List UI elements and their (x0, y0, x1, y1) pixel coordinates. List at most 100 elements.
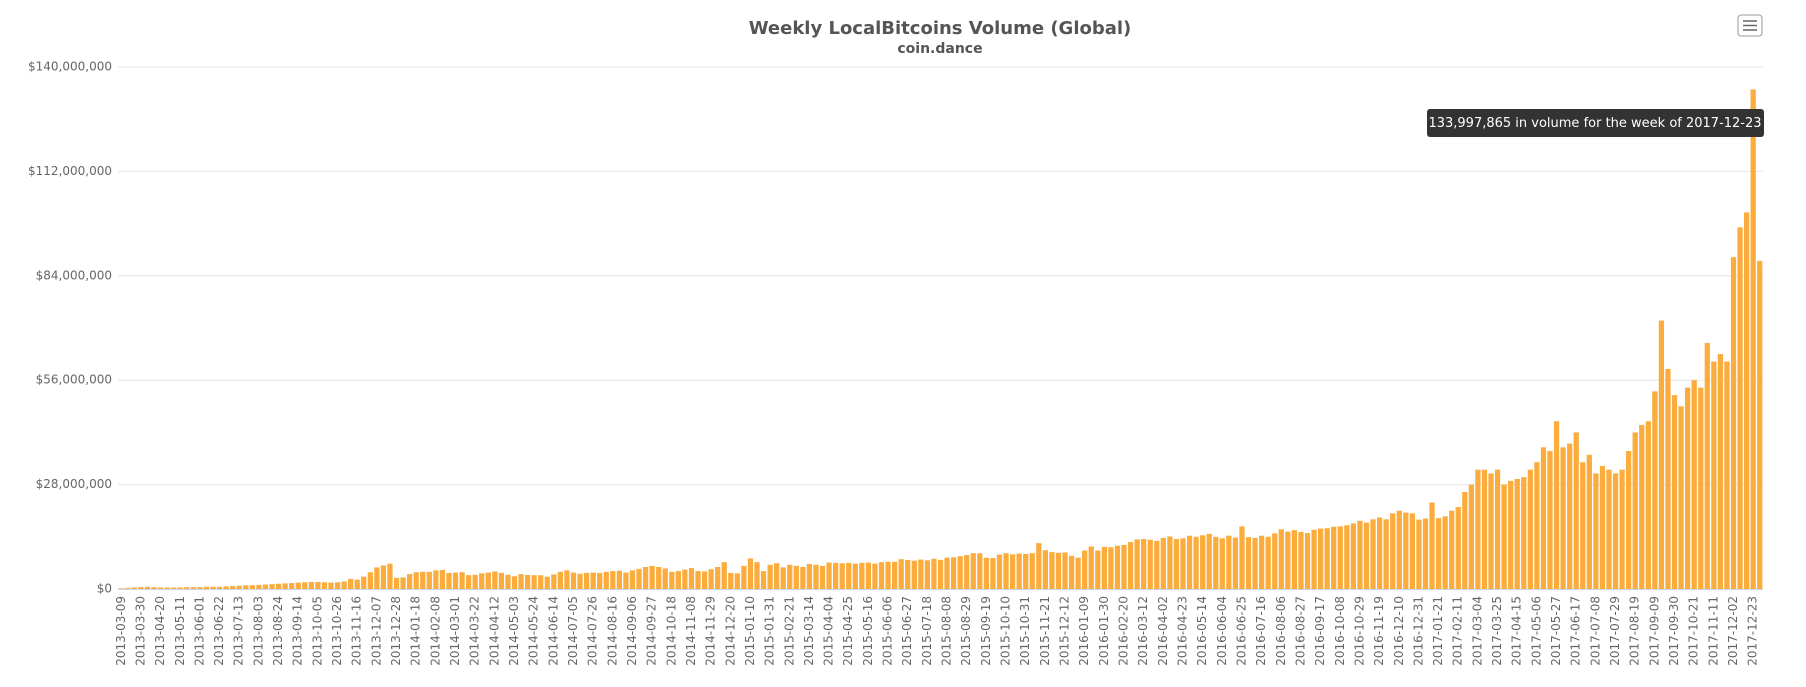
bar (1586, 454, 1592, 589)
bar (1704, 342, 1710, 589)
bar (1383, 519, 1389, 589)
x-tick-label: 2016-01-30 (1097, 596, 1111, 666)
bar (1049, 552, 1055, 589)
bar (531, 575, 537, 589)
bar (459, 572, 465, 589)
x-tick-label: 2013-03-09 (114, 596, 128, 666)
bar (1449, 510, 1455, 589)
x-tick-label: 2013-11-16 (350, 596, 364, 666)
x-tick-label: 2013-04-20 (153, 596, 167, 666)
bar (1527, 469, 1533, 589)
x-tick-label: 2017-12-23 (1746, 596, 1760, 666)
bar (354, 579, 360, 589)
bar (1252, 537, 1258, 589)
bar (1331, 526, 1337, 589)
bar (1055, 552, 1062, 589)
bar (1245, 537, 1252, 589)
bar (492, 571, 498, 589)
bar (642, 567, 649, 589)
bar (1029, 553, 1035, 589)
y-tick-label: $140,000,000 (28, 60, 112, 74)
bar (1475, 469, 1481, 589)
bar (1127, 542, 1134, 589)
bar (171, 587, 177, 589)
bar (1193, 536, 1199, 589)
bar (275, 583, 282, 589)
x-tick-label: 2014-08-16 (605, 596, 619, 666)
bar (433, 570, 439, 589)
x-tick-label: 2013-08-24 (271, 596, 285, 666)
x-tick-label: 2015-05-16 (861, 596, 875, 666)
bar (603, 571, 609, 589)
x-tick-label: 2015-07-18 (920, 596, 934, 666)
x-tick-label: 2013-06-22 (212, 596, 226, 666)
x-tick-label: 2014-12-20 (723, 596, 737, 666)
bar (1344, 525, 1350, 589)
bar (302, 582, 308, 589)
bar (1370, 519, 1376, 589)
x-tick-label: 2014-01-18 (409, 596, 423, 666)
x-tick-label: 2013-05-11 (173, 596, 187, 666)
bar (656, 567, 662, 589)
bar (1206, 533, 1212, 589)
bar (1639, 424, 1645, 589)
y-tick-label: $112,000,000 (28, 164, 112, 178)
bar (380, 565, 387, 589)
bar (1114, 545, 1121, 589)
x-tick-label: 2016-08-06 (1274, 596, 1288, 666)
bar (374, 567, 380, 589)
bar (715, 567, 721, 589)
bar (1180, 538, 1186, 589)
bar (1095, 550, 1101, 589)
bar (911, 560, 917, 589)
x-tick-label: 2014-11-29 (704, 596, 718, 666)
bar (1521, 477, 1527, 589)
bar (144, 586, 151, 589)
bar (1658, 320, 1665, 589)
x-tick-label: 2014-02-08 (428, 596, 442, 666)
bar (1606, 469, 1612, 589)
bar (387, 563, 393, 589)
bar (1560, 447, 1566, 589)
bar (629, 570, 636, 589)
bar (511, 576, 518, 589)
tooltip: 133,997,865 in volume for the week of 20… (1427, 109, 1764, 137)
bar (1304, 533, 1311, 589)
x-tick-label: 2017-09-30 (1667, 596, 1681, 666)
bar (472, 574, 478, 589)
bar (256, 584, 262, 589)
x-tick-label: 2017-03-25 (1490, 596, 1504, 666)
bar (688, 568, 695, 589)
bar (1167, 536, 1173, 589)
bar (977, 553, 983, 589)
bar (1376, 517, 1383, 589)
bar (308, 581, 314, 589)
bar (950, 557, 957, 589)
x-tick-label: 2016-02-20 (1117, 596, 1131, 666)
menu-button[interactable] (1737, 14, 1763, 37)
bar (1455, 506, 1461, 589)
x-tick-label: 2017-07-08 (1588, 596, 1602, 666)
bar (1088, 546, 1094, 589)
x-tick-label: 2017-01-21 (1431, 596, 1445, 666)
bar (1429, 502, 1435, 589)
bar (1730, 257, 1737, 589)
bar (1481, 469, 1488, 589)
bar (1691, 380, 1697, 589)
bar (1645, 421, 1651, 589)
bar (1219, 538, 1225, 589)
bar (649, 565, 655, 589)
x-tick-label: 2014-06-14 (546, 596, 560, 666)
bar (1003, 553, 1009, 589)
x-tick-label: 2015-01-10 (743, 596, 757, 666)
bar (1488, 473, 1494, 589)
bar (1671, 395, 1678, 589)
bar (1291, 530, 1298, 589)
bar (538, 575, 544, 589)
x-tick-label: 2014-09-27 (645, 596, 659, 666)
bar (1082, 550, 1088, 589)
bar (728, 572, 734, 589)
bar (138, 587, 144, 589)
